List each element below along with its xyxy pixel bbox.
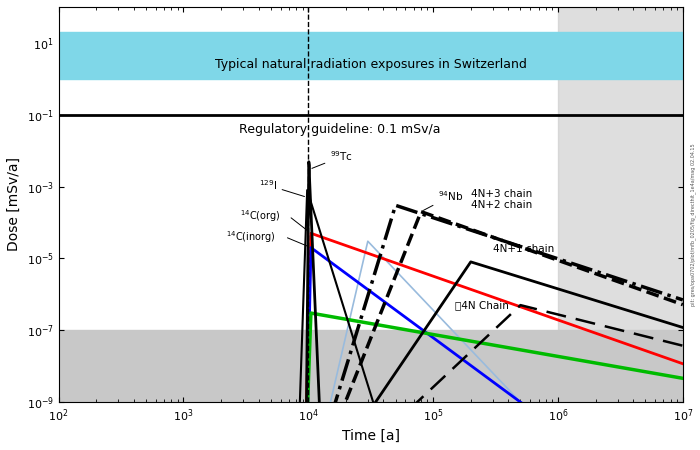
- Text: $^{129}$I: $^{129}$I: [258, 178, 304, 197]
- Text: $^{14}$C(inorg): $^{14}$C(inorg): [226, 229, 276, 245]
- Y-axis label: Dose [mSv/a]: Dose [mSv/a]: [7, 158, 21, 252]
- Text: 4N+3 chain: 4N+3 chain: [470, 189, 532, 199]
- Bar: [558, 7, 682, 402]
- Text: $^{99}$Tc: $^{99}$Tc: [312, 150, 354, 168]
- Text: ⌒4N Chain: ⌒4N Chain: [455, 301, 509, 310]
- Text: $^{14}$C(org): $^{14}$C(org): [239, 208, 281, 224]
- Text: 4N+1 chain: 4N+1 chain: [493, 244, 554, 254]
- Text: Typical natural radiation exposures in Switzerland: Typical natural radiation exposures in S…: [215, 58, 526, 71]
- Bar: [59, 330, 682, 402]
- X-axis label: Time [a]: Time [a]: [342, 429, 400, 443]
- Text: Regulatory guideline: 0.1 mSv/a: Regulatory guideline: 0.1 mSv/a: [239, 123, 440, 136]
- Text: pit: gres/opa0702/plot/mfb_0205/fig_directhit_1e4a/mag 02.04.15: pit: gres/opa0702/plot/mfb_0205/fig_dire…: [691, 144, 696, 306]
- Text: $^{94}$Nb: $^{94}$Nb: [424, 189, 464, 210]
- Text: 4N+2 chain: 4N+2 chain: [470, 200, 532, 210]
- Bar: [59, 32, 682, 79]
